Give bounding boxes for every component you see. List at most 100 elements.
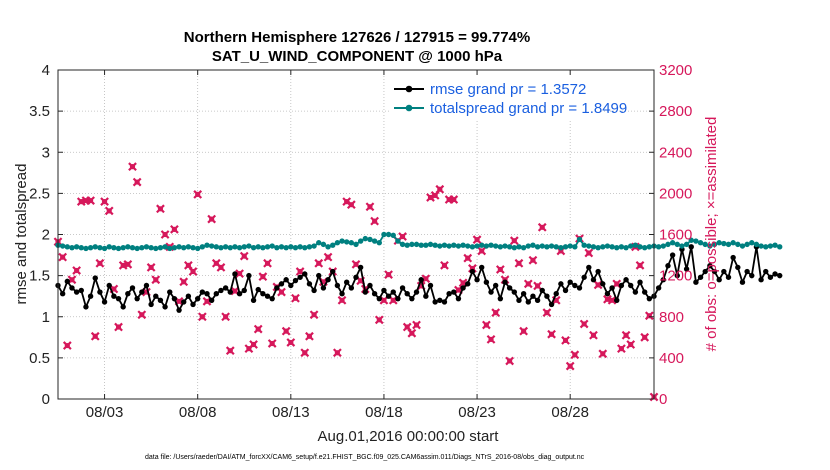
obs-assimilated-marker — [152, 276, 159, 283]
totalspread-point — [269, 243, 274, 248]
totalspread-point — [353, 242, 358, 247]
rmse-point — [223, 285, 228, 290]
rmse-point — [367, 283, 372, 288]
totalspread-point — [195, 246, 200, 251]
totalspread-point — [493, 243, 498, 248]
obs-marker-dot — [139, 312, 144, 317]
totalspread-point — [358, 238, 363, 243]
x-tick-label: 08/08 — [179, 404, 217, 421]
obs-assimilated-marker — [622, 332, 629, 339]
totalspread-point — [484, 243, 489, 248]
rmse-point — [186, 293, 191, 298]
rmse-point — [465, 281, 470, 286]
obs-assimilated-marker — [287, 339, 294, 346]
totalspread-point — [521, 245, 526, 250]
obs-marker-dot — [498, 267, 503, 272]
obs-marker-dot — [637, 263, 642, 268]
obs-marker-dot — [256, 326, 261, 331]
totalspread-point — [772, 242, 777, 247]
obs-assimilated-marker — [138, 311, 145, 318]
totalspread-point — [530, 242, 535, 247]
obs-marker-dot — [93, 334, 98, 339]
y-tick-label: 2 — [42, 227, 50, 244]
rmse-point — [148, 302, 153, 307]
y-tick-label: 3.5 — [29, 103, 50, 120]
obs-assimilated-marker — [124, 261, 131, 268]
obs-marker-dot — [372, 219, 377, 224]
rmse-point — [209, 298, 214, 303]
obs-assimilated-marker — [157, 205, 164, 212]
obs-assimilated-marker — [376, 316, 383, 323]
obs-assimilated-marker — [115, 323, 122, 330]
obs-assimilated-marker — [161, 231, 168, 238]
totalspread-point — [600, 244, 605, 249]
rmse-point — [321, 285, 326, 290]
legend-rmse-marker — [406, 86, 413, 93]
totalspread-point — [363, 236, 368, 241]
rmse-point — [363, 289, 368, 294]
totalspread-point — [656, 244, 661, 249]
rmse-point — [228, 289, 233, 294]
obs-assimilated-marker — [627, 341, 634, 348]
rmse-point — [637, 280, 642, 285]
obs-assimilated-marker — [199, 313, 206, 320]
obs-marker-dot — [130, 164, 135, 169]
legend: rmse grand pr = 1.3572 totalspread grand… — [390, 76, 627, 120]
totalspread-point — [507, 244, 512, 249]
obs-marker-dot — [400, 234, 405, 239]
obs-marker-dot — [391, 298, 396, 303]
obs-marker-dot — [349, 202, 354, 207]
rmse-point — [232, 271, 237, 276]
obs-marker-dot — [563, 338, 568, 343]
rmse-point — [116, 296, 121, 301]
y-right-axis-label: # of obs: o=possible; ×=assimilated — [703, 117, 720, 352]
rmse-point — [437, 298, 442, 303]
obs-assimilated-marker — [59, 254, 66, 261]
y-tick-label: 1.5 — [29, 268, 50, 285]
obs-assimilated-marker — [525, 280, 532, 287]
rmse-point — [316, 273, 321, 278]
rmse-point — [521, 291, 526, 296]
obs-marker-dot — [218, 265, 223, 270]
rmse-point — [69, 285, 74, 290]
totalspread-point — [74, 244, 79, 249]
totalspread-point — [451, 242, 456, 247]
rmse-point — [256, 287, 261, 292]
totalspread-point — [176, 244, 181, 249]
totalspread-point — [297, 244, 302, 249]
obs-assimilated-marker — [306, 333, 313, 340]
totalspread-point — [423, 242, 428, 247]
totalspread-point — [642, 245, 647, 250]
rmse-point — [125, 291, 130, 296]
rmse-point — [120, 304, 125, 309]
obs-assimilated-marker — [529, 257, 536, 264]
obs-marker-dot — [549, 332, 554, 337]
obs-marker-dot — [460, 280, 465, 285]
obs-marker-dot — [367, 204, 372, 209]
totalspread-point — [228, 245, 233, 250]
obs-marker-dot — [619, 346, 624, 351]
totalspread-point — [335, 240, 340, 245]
rmse-point — [479, 265, 484, 270]
totalspread-point — [260, 245, 265, 250]
totalspread-point — [418, 242, 423, 247]
totalspread-point — [540, 243, 545, 248]
totalspread-point — [65, 244, 70, 249]
obs-marker-dot — [465, 256, 470, 261]
obs-assimilated-marker — [464, 255, 471, 262]
totalspread-point — [339, 238, 344, 243]
obs-marker-dot — [456, 287, 461, 292]
rmse-point — [600, 281, 605, 286]
obs-marker-dot — [377, 317, 382, 322]
obs-marker-dot — [474, 237, 479, 242]
y-right-tick-label: 2800 — [659, 103, 692, 120]
obs-marker-dot — [535, 283, 540, 288]
rmse-point — [358, 265, 363, 270]
obs-marker-dot — [270, 341, 275, 346]
obs-marker-dot — [423, 276, 428, 281]
totalspread-point — [405, 242, 410, 247]
obs-marker-dot — [176, 299, 181, 304]
obs-assimilated-marker — [371, 218, 378, 225]
obs-assimilated-marker — [585, 249, 592, 256]
obs-assimilated-marker — [511, 237, 518, 244]
